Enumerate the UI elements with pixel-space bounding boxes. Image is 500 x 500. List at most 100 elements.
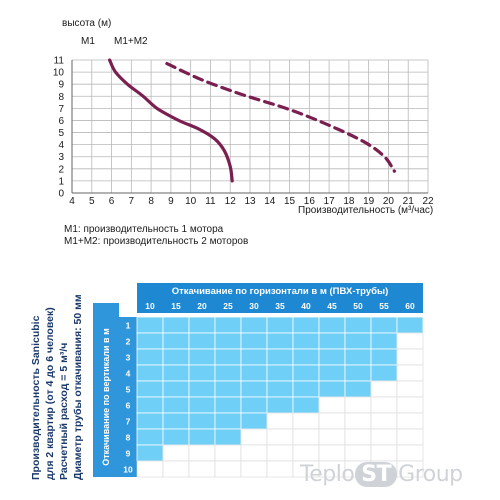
table-row-label-cell bbox=[119, 413, 137, 429]
y-tick-label: 4 bbox=[58, 140, 64, 151]
table-cell-empty bbox=[162, 444, 190, 462]
side-text-line-2: для 2 квартир (от 4 до 6 человек) bbox=[44, 307, 56, 480]
table-cell-filled bbox=[318, 332, 346, 350]
table-row-label: 2 bbox=[126, 337, 131, 347]
table-cell-filled bbox=[188, 332, 216, 350]
table-cell-filled bbox=[136, 428, 164, 446]
table-cell-filled bbox=[188, 428, 216, 446]
table-column-label: 30 bbox=[249, 301, 259, 311]
table-row-label: 10 bbox=[123, 465, 133, 475]
table-cell-empty bbox=[370, 396, 398, 414]
table-cell-filled bbox=[188, 396, 216, 414]
table-row-label-cell bbox=[119, 381, 137, 397]
y-tick-label: 11 bbox=[54, 56, 65, 67]
table-cell-filled bbox=[292, 332, 320, 350]
table-cell-filled bbox=[162, 364, 190, 382]
x-tick-label: 8 bbox=[148, 196, 154, 207]
table-cell-filled bbox=[188, 412, 216, 430]
table-cell-empty bbox=[266, 460, 294, 478]
x-tick-label: 7 bbox=[129, 196, 135, 207]
table-cell-empty bbox=[318, 396, 346, 414]
table-column-label: 55 bbox=[379, 301, 389, 311]
table-column-label: 15 bbox=[171, 301, 181, 311]
table-cell-filled bbox=[240, 332, 268, 350]
table-cell-filled bbox=[240, 316, 268, 334]
x-tick-label: 17 bbox=[324, 196, 336, 207]
table-row-label-cell bbox=[119, 397, 137, 413]
y-tick-label: 6 bbox=[58, 116, 64, 127]
table-cell-empty bbox=[396, 364, 424, 382]
table-cell-filled bbox=[318, 348, 346, 366]
table-row-label-cell bbox=[119, 333, 137, 349]
x-tick-label: 18 bbox=[343, 196, 355, 207]
table-cell-filled bbox=[266, 332, 294, 350]
table-cell-filled bbox=[188, 364, 216, 382]
table-cell-filled bbox=[214, 332, 242, 350]
side-text-line-4: Диаметр трубы откачивания: 50 мм bbox=[72, 294, 84, 480]
legend-m1-m2: M1+M2: производительность 2 моторов bbox=[64, 236, 249, 247]
watermark-part-1: Teplo bbox=[300, 462, 355, 487]
watermark-part-3: Group bbox=[398, 462, 463, 487]
table-cell-filled bbox=[318, 364, 346, 382]
table-cell-filled bbox=[240, 412, 268, 430]
table-cell-empty bbox=[344, 396, 372, 414]
table-row-label: 3 bbox=[126, 353, 131, 363]
watermark-part-2: ST bbox=[355, 462, 398, 487]
table-cell-filled bbox=[292, 316, 320, 334]
table-row-label-cell bbox=[119, 365, 137, 381]
table-column-label: 60 bbox=[405, 301, 415, 311]
series-line-m1 bbox=[108, 58, 234, 183]
table-column-label: 40 bbox=[301, 301, 311, 311]
table-cell-empty bbox=[396, 412, 424, 430]
table-cell-empty bbox=[266, 444, 294, 462]
x-tick-label: 21 bbox=[403, 196, 415, 207]
x-tick-label: 16 bbox=[304, 196, 316, 207]
table-cell-filled bbox=[188, 348, 216, 366]
table-cell-filled bbox=[162, 412, 190, 430]
y-tick-label: 5 bbox=[58, 128, 64, 139]
table-cell-filled bbox=[292, 348, 320, 366]
table-cell-filled bbox=[292, 396, 320, 414]
table-row-header-band bbox=[93, 303, 119, 477]
table-column-label: 50 bbox=[353, 301, 363, 311]
table-row-label: 6 bbox=[126, 401, 131, 411]
table-column-label: 10 bbox=[145, 301, 155, 311]
table-cell-empty bbox=[370, 380, 398, 398]
table-cell-filled bbox=[162, 332, 190, 350]
table-cell-empty bbox=[396, 348, 424, 366]
table-cell-filled bbox=[214, 380, 242, 398]
table-cell-filled bbox=[370, 348, 398, 366]
series-label-m1-m2: M1+M2 bbox=[114, 36, 148, 47]
table-row-label: 8 bbox=[126, 433, 131, 443]
table-cell-filled bbox=[344, 316, 372, 334]
table-cell-empty bbox=[370, 428, 398, 446]
table-cell-filled bbox=[162, 428, 190, 446]
pumping-distance-table: Откачивание по горизонтали в м (ПВХ-труб… bbox=[93, 283, 424, 478]
x-tick-label: 12 bbox=[225, 196, 237, 207]
table-cell-filled bbox=[136, 316, 164, 334]
table-cell-empty bbox=[396, 460, 424, 478]
x-tick-label: 19 bbox=[363, 196, 375, 207]
table-row-label-cell bbox=[119, 445, 137, 461]
table-cell-filled bbox=[370, 332, 398, 350]
chart-ticks: 4 5 6 7 8 9 10 11 12 13 14 15 16 17 18 19 20 21 2201234567… bbox=[53, 56, 434, 208]
table-cell-empty bbox=[370, 412, 398, 430]
table-cell-filled bbox=[370, 316, 398, 334]
table-cell-empty bbox=[396, 396, 424, 414]
table-cell-empty bbox=[214, 444, 242, 462]
table-cell-filled bbox=[344, 364, 372, 382]
series-label-m1: M1 bbox=[81, 36, 95, 47]
side-text-line-3: Расчетный расход = 5 м³/ч bbox=[58, 342, 70, 480]
table-cell-empty bbox=[344, 444, 372, 462]
table-column-label: 20 bbox=[197, 301, 207, 311]
table-cell-filled bbox=[396, 316, 424, 334]
table-row-label-cell bbox=[119, 349, 137, 365]
table-cell-empty bbox=[188, 444, 216, 462]
table-cell-filled bbox=[136, 396, 164, 414]
series-line-m1-m2 bbox=[165, 62, 396, 173]
chart-grid bbox=[71, 59, 429, 194]
table-cell-empty bbox=[396, 380, 424, 398]
table-row-label: 9 bbox=[126, 449, 131, 459]
x-tick-label: 6 bbox=[109, 196, 115, 207]
x-tick-label: 13 bbox=[244, 196, 256, 207]
